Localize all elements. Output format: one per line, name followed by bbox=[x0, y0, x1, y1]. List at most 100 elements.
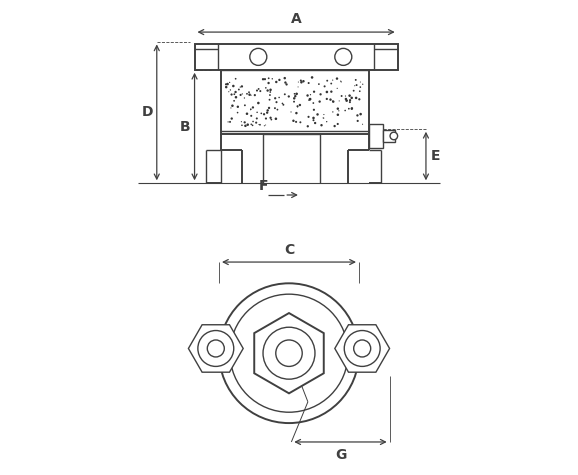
Point bbox=[271, 95, 280, 102]
Point bbox=[303, 92, 312, 99]
Point bbox=[358, 121, 367, 128]
Point bbox=[345, 98, 354, 106]
Point bbox=[278, 100, 287, 107]
Point bbox=[272, 78, 281, 86]
Circle shape bbox=[354, 340, 370, 357]
Point bbox=[260, 111, 269, 118]
Point bbox=[332, 75, 342, 82]
Point bbox=[293, 103, 302, 110]
Point bbox=[273, 106, 282, 114]
Point bbox=[268, 75, 277, 83]
Point bbox=[295, 101, 305, 109]
Point bbox=[332, 85, 342, 92]
Point bbox=[243, 121, 253, 128]
Point bbox=[260, 76, 269, 83]
Point bbox=[347, 104, 357, 112]
Point bbox=[306, 91, 315, 98]
Point bbox=[323, 77, 332, 85]
Point bbox=[303, 123, 312, 130]
Point bbox=[334, 111, 343, 119]
Point bbox=[247, 112, 256, 120]
Polygon shape bbox=[335, 325, 390, 372]
Point bbox=[297, 76, 306, 84]
Point bbox=[293, 103, 302, 111]
Point bbox=[326, 96, 335, 104]
Point bbox=[340, 107, 350, 114]
Point bbox=[275, 94, 284, 101]
Point bbox=[319, 111, 328, 118]
Text: F: F bbox=[258, 179, 268, 193]
Point bbox=[294, 78, 303, 86]
Point bbox=[292, 90, 301, 98]
Point bbox=[275, 76, 284, 84]
Point bbox=[248, 122, 257, 129]
Point bbox=[254, 85, 263, 93]
Point bbox=[304, 79, 313, 87]
Point bbox=[252, 114, 261, 122]
Point bbox=[282, 81, 291, 88]
Point bbox=[261, 115, 271, 123]
Point bbox=[334, 107, 343, 114]
Point bbox=[246, 105, 255, 113]
Point bbox=[229, 90, 239, 98]
Point bbox=[351, 94, 361, 102]
Point bbox=[323, 88, 332, 96]
Point bbox=[315, 98, 324, 105]
Point bbox=[316, 91, 325, 98]
Point bbox=[297, 78, 306, 86]
Point bbox=[238, 90, 247, 98]
Point bbox=[322, 118, 331, 125]
Point bbox=[329, 98, 338, 105]
Point bbox=[345, 92, 354, 99]
Point bbox=[246, 106, 255, 114]
Point bbox=[330, 122, 339, 130]
Bar bbox=[383, 130, 395, 142]
Text: D: D bbox=[142, 105, 153, 119]
Point bbox=[309, 116, 318, 124]
Point bbox=[266, 114, 275, 122]
Point bbox=[291, 93, 300, 100]
Point bbox=[249, 104, 258, 111]
Circle shape bbox=[263, 327, 315, 379]
Point bbox=[271, 104, 280, 112]
Polygon shape bbox=[254, 313, 324, 393]
Point bbox=[347, 94, 356, 102]
Point bbox=[236, 91, 245, 99]
Circle shape bbox=[198, 331, 234, 366]
Circle shape bbox=[344, 331, 380, 366]
Point bbox=[280, 75, 290, 82]
Point bbox=[335, 97, 344, 104]
Point bbox=[236, 83, 245, 91]
Point bbox=[309, 106, 318, 114]
Text: E: E bbox=[431, 149, 440, 163]
Point bbox=[309, 114, 318, 122]
Point bbox=[287, 108, 296, 116]
Point bbox=[337, 92, 346, 100]
Point bbox=[261, 121, 271, 129]
Point bbox=[358, 80, 368, 88]
Circle shape bbox=[335, 48, 352, 66]
Point bbox=[261, 84, 271, 92]
Point bbox=[242, 90, 251, 97]
Point bbox=[313, 111, 322, 118]
Point bbox=[327, 80, 336, 87]
Point bbox=[224, 88, 234, 95]
Point bbox=[296, 118, 305, 126]
Point bbox=[241, 122, 250, 130]
Point bbox=[264, 104, 273, 112]
Point bbox=[320, 83, 329, 90]
Point bbox=[317, 122, 326, 129]
Point bbox=[238, 122, 247, 129]
Point bbox=[231, 75, 240, 83]
Point bbox=[344, 105, 354, 113]
Point bbox=[228, 102, 237, 110]
Point bbox=[328, 108, 338, 116]
Circle shape bbox=[276, 340, 302, 366]
Point bbox=[289, 117, 298, 124]
Point bbox=[322, 95, 331, 103]
Point bbox=[255, 121, 265, 129]
Point bbox=[227, 115, 236, 123]
Point bbox=[264, 75, 273, 82]
Point bbox=[281, 79, 290, 86]
Circle shape bbox=[390, 132, 398, 140]
